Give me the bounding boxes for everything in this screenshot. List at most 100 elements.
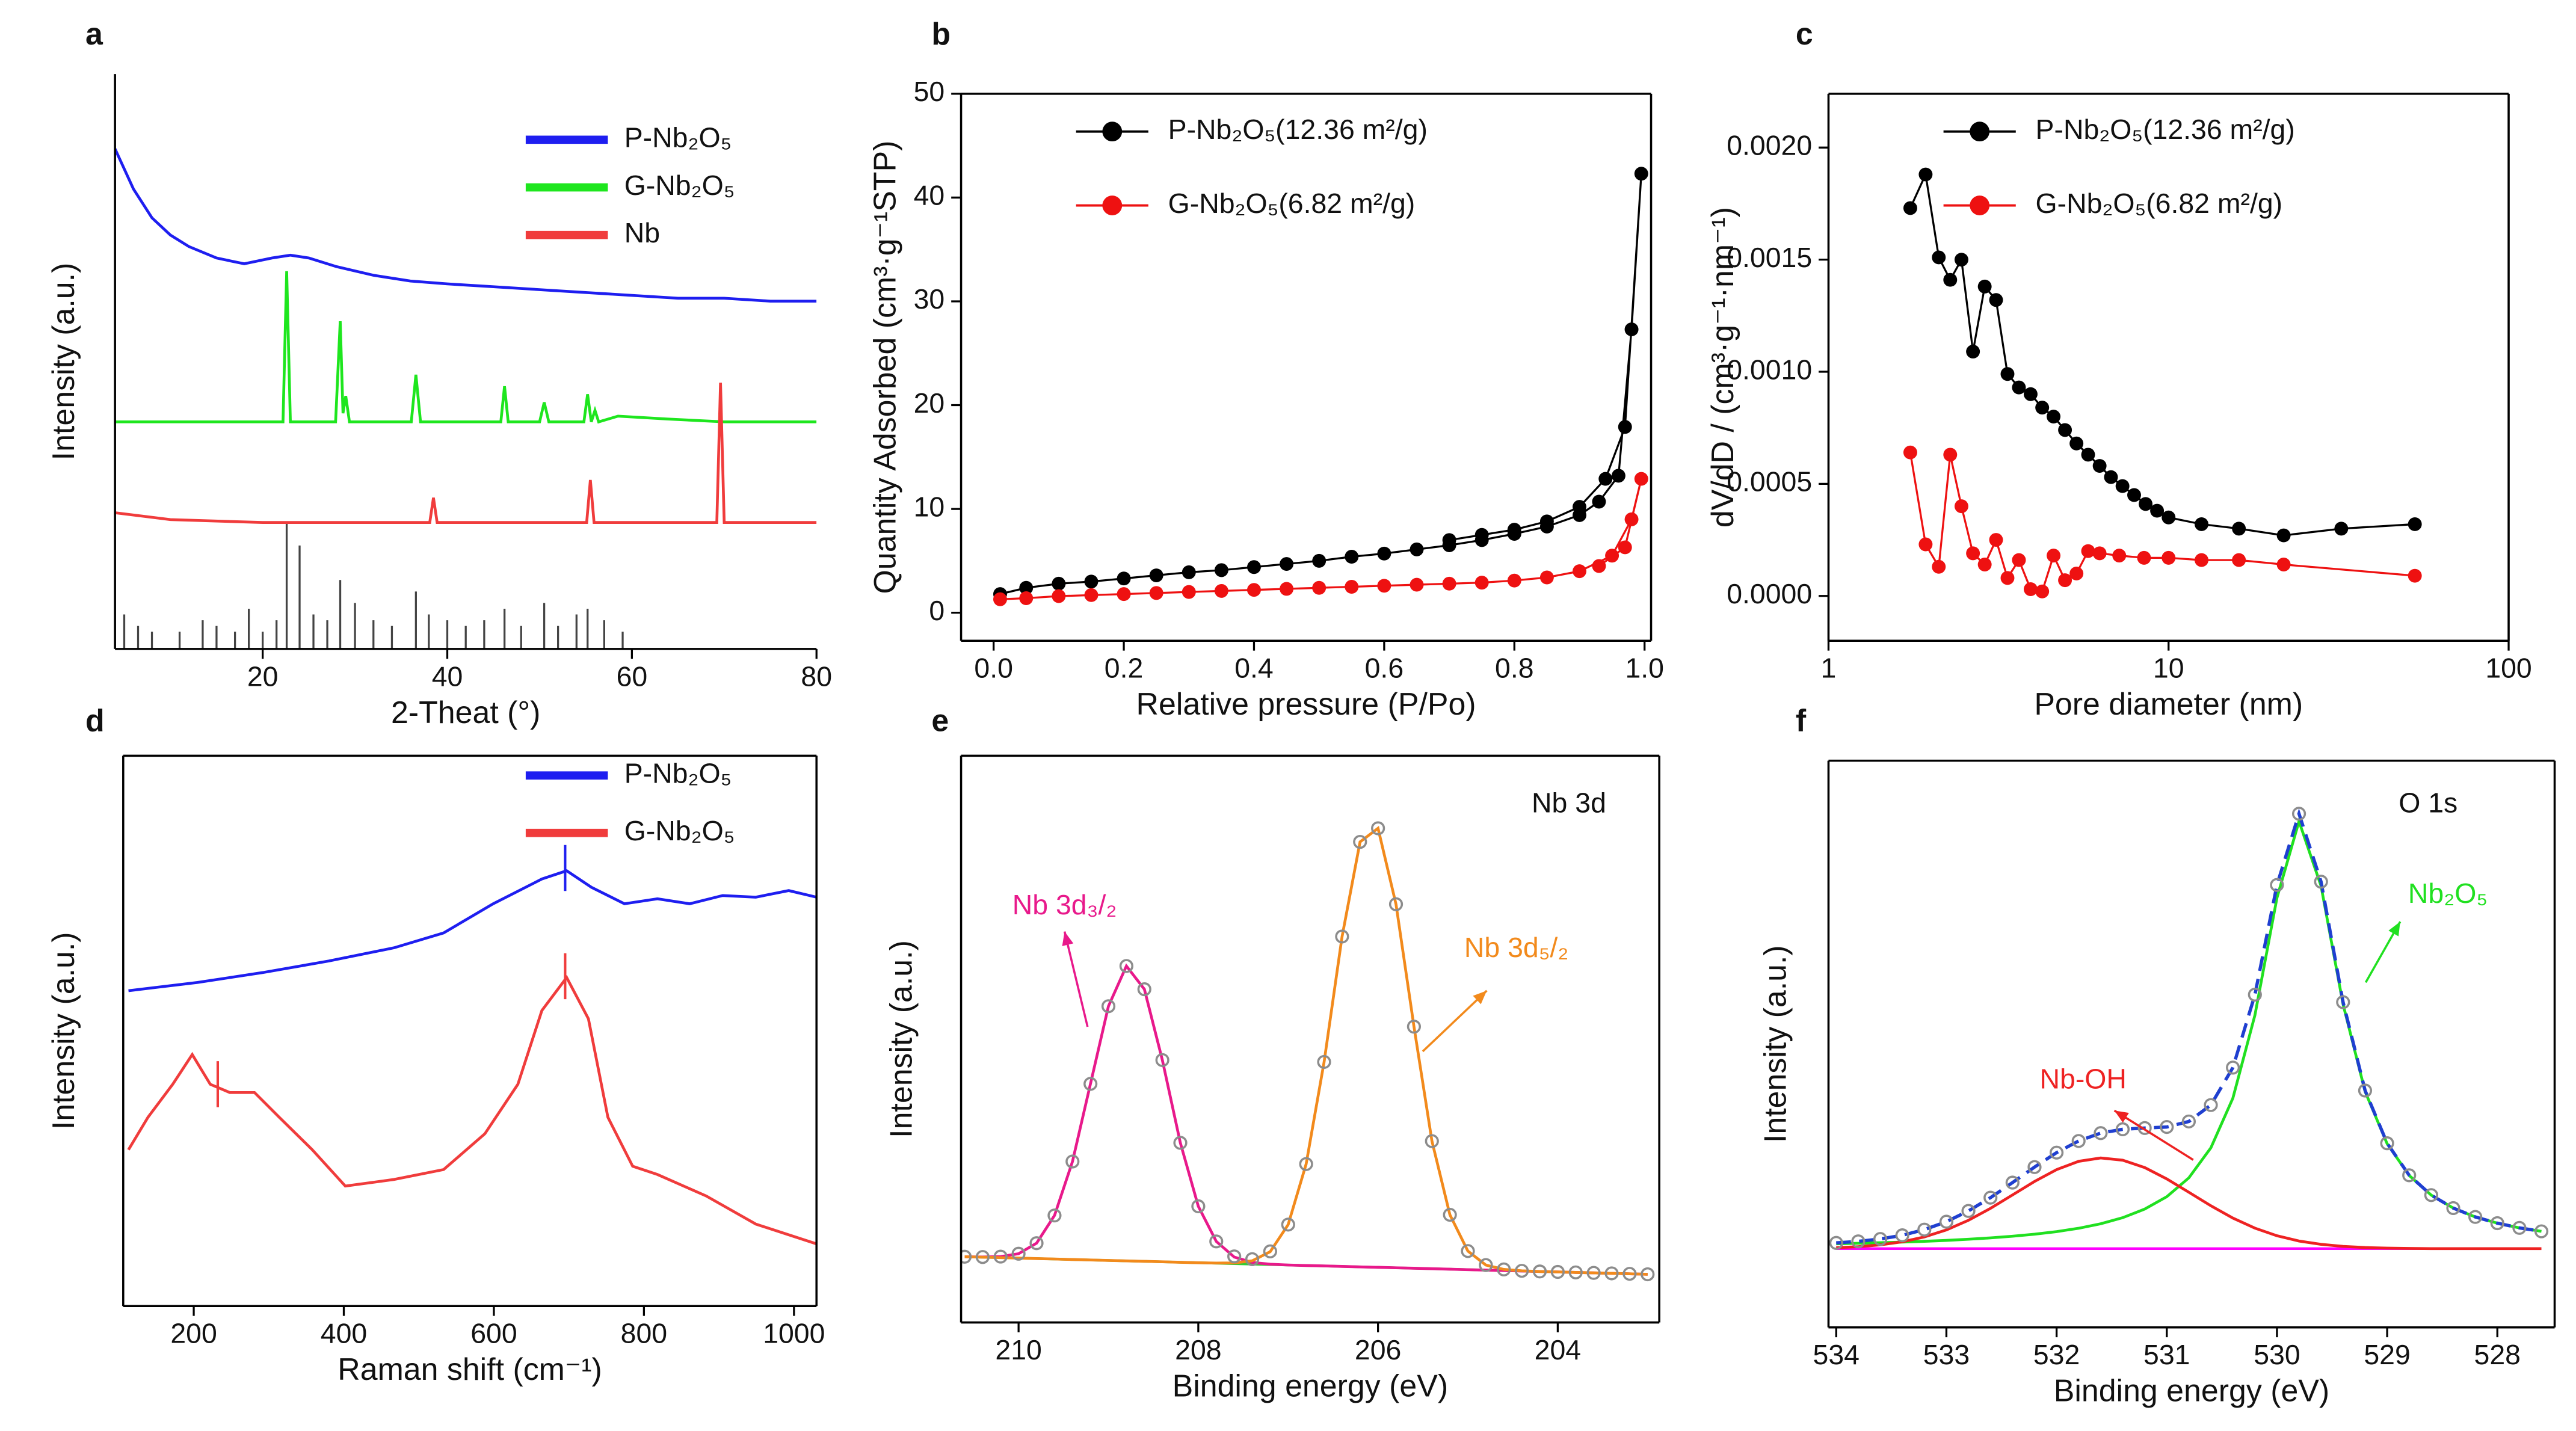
data-point: [1119, 959, 1134, 973]
x-tick-label: 400: [321, 1318, 367, 1349]
y-axis-label: Intensity (a.u.): [884, 940, 919, 1138]
x-tick-label: 1.0: [1625, 653, 1664, 684]
data-point: [2336, 995, 2350, 1009]
marker: [1977, 558, 1992, 571]
marker: [1932, 250, 1946, 265]
envelope-line: [1836, 808, 2542, 1245]
marker: [2092, 459, 2107, 473]
data-point: [2424, 1188, 2438, 1202]
x-tick-label: 80: [801, 660, 832, 692]
marker: [1932, 559, 1946, 574]
data-point: [1173, 1136, 1188, 1150]
data-point: [2270, 878, 2284, 892]
component-label: Nb 3d₃/₂: [1012, 889, 1117, 920]
x-tick-label: 532: [2033, 1339, 2080, 1370]
series-line: [115, 271, 817, 424]
data-point: [1479, 1258, 1493, 1272]
data-point: [1983, 1190, 1998, 1205]
marker: [1149, 586, 1163, 600]
marker: [1598, 472, 1613, 486]
arrow-head: [2114, 1110, 2129, 1123]
legend-label: P-Nb₂O₅: [624, 757, 732, 789]
y-tick-label: 0.0005: [1727, 466, 1812, 497]
marker: [2232, 553, 2246, 567]
legend-label: G-Nb₂O₅: [624, 815, 735, 846]
legend-label: G-Nb₂O₅(6.82 m²/g): [1168, 188, 1416, 219]
marker: [1989, 293, 2003, 307]
data-point: [2071, 1134, 2086, 1148]
marker: [1312, 553, 1327, 568]
series-line: [1909, 171, 2415, 537]
arrow: [1063, 931, 1089, 1027]
data-point: [2115, 1122, 2130, 1136]
marker: [2081, 448, 2095, 462]
x-axis-label: Binding energy (eV): [1172, 1368, 1449, 1403]
data-point: [1137, 982, 1151, 997]
marker: [1345, 550, 1359, 564]
legend-label: P-Nb₂O₅: [624, 122, 732, 153]
data-point: [2380, 1136, 2394, 1151]
y-tick-label: 50: [914, 76, 945, 107]
x-axis-label: 2-Theat (°): [391, 695, 540, 730]
plot-area: [127, 845, 817, 1246]
marker: [1410, 577, 1424, 592]
x-tick-label: 529: [2364, 1339, 2410, 1370]
data-point: [2446, 1201, 2460, 1216]
marker: [2035, 584, 2050, 599]
y-tick-label: 20: [914, 387, 945, 419]
data-point: [1895, 1228, 1909, 1243]
data-point: [1083, 1077, 1098, 1091]
data-point: [993, 1249, 1008, 1264]
marker: [1592, 494, 1606, 509]
marker: [1507, 523, 1521, 537]
data-point: [1101, 999, 1116, 1014]
y-tick-label: 40: [914, 180, 945, 211]
data-point: [1227, 1249, 1242, 1264]
data-point: [1299, 1157, 1313, 1171]
legend-label: P-Nb₂O₅(12.36 m²/g): [1168, 114, 1428, 145]
legend-swatch: [1970, 195, 1990, 215]
data-point: [1317, 1054, 1331, 1069]
marker: [1943, 448, 1958, 462]
data-point: [2468, 1210, 2483, 1224]
x-tick-label: 200: [170, 1318, 217, 1349]
marker: [2276, 558, 2291, 571]
marker: [1977, 279, 1992, 294]
marker: [1312, 580, 1327, 595]
legend-swatch: [1102, 122, 1123, 142]
y-tick-label: 0.0020: [1727, 130, 1812, 161]
x-tick-label: 40: [432, 660, 463, 692]
marker: [1573, 564, 1586, 579]
component-label: Nb 3d₅/₂: [1464, 932, 1568, 963]
component-label: Nb₂O₅: [2408, 878, 2488, 909]
x-tick-label: 0.2: [1105, 653, 1144, 684]
y-axis-label: dV/dD / (cm³·g⁻¹·nm⁻¹): [1705, 207, 1740, 528]
data-point: [1407, 1020, 1421, 1034]
marker: [2000, 367, 2015, 381]
data-point: [1443, 1207, 1457, 1222]
panel-label: c: [1796, 16, 1813, 51]
marker: [1634, 167, 1648, 181]
data-point: [1829, 1236, 1843, 1250]
y-axis-label: Intensity (a.u.): [1758, 945, 1793, 1143]
marker: [1903, 445, 1917, 460]
marker: [1539, 514, 1554, 529]
marker: [1280, 557, 1294, 571]
panel-label: d: [85, 703, 105, 737]
marker: [2069, 566, 2084, 580]
marker: [2012, 380, 2026, 395]
data-point: [2137, 1121, 2152, 1135]
marker: [2092, 546, 2107, 561]
data-point: [2248, 988, 2262, 1002]
marker: [2334, 522, 2349, 536]
marker: [2081, 544, 2095, 558]
series-line: [1836, 1156, 2542, 1251]
data-point: [1425, 1134, 1439, 1148]
marker: [2047, 549, 2061, 563]
x-tick-label: 10: [2153, 653, 2184, 684]
data-point: [2490, 1216, 2504, 1231]
data-point: [2160, 1119, 2174, 1134]
marker: [2162, 510, 2176, 525]
marker: [1214, 563, 1228, 577]
y-tick-label: 0: [929, 595, 944, 626]
